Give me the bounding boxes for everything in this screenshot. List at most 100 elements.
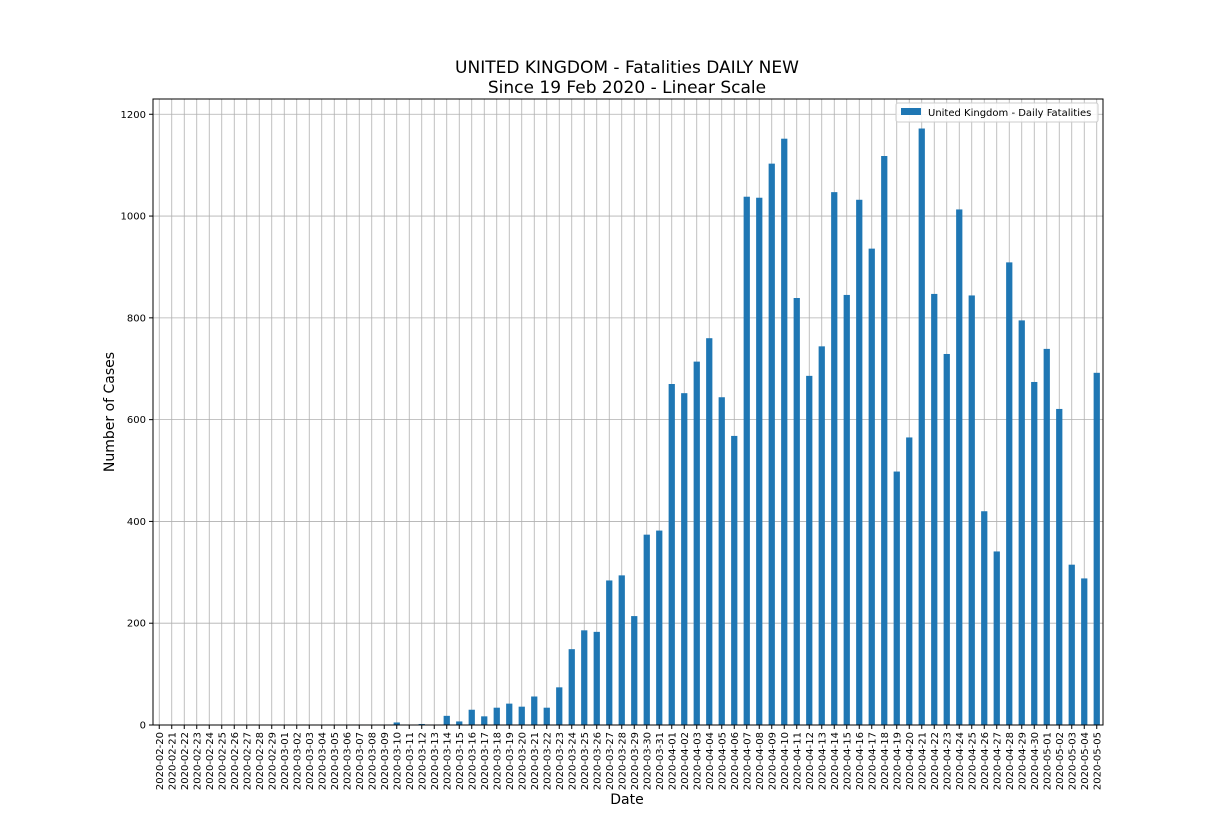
x-tick-label: 2020-03-07 <box>355 732 366 790</box>
x-tick-label: 2020-04-08 <box>755 732 766 790</box>
x-tick-label: 2020-03-09 <box>380 732 391 790</box>
x-axis-label: Date <box>610 792 643 808</box>
x-tick-label: 2020-04-25 <box>967 732 978 790</box>
x-tick-label: 2020-04-06 <box>730 732 741 790</box>
x-tick-label: 2020-04-05 <box>717 732 728 790</box>
x-tick-label: 2020-03-23 <box>555 732 566 790</box>
y-tick-label: 600 <box>127 415 146 426</box>
bar <box>718 397 725 725</box>
bar <box>1043 348 1050 725</box>
y-tick-label: 800 <box>127 313 146 324</box>
y-tick-label: 200 <box>127 619 146 630</box>
x-tick-label: 2020-04-27 <box>992 732 1003 790</box>
bar <box>606 580 613 725</box>
x-tick-label: 2020-03-05 <box>330 732 341 790</box>
y-axis-label: Number of Cases <box>102 352 118 472</box>
grid <box>153 99 1103 726</box>
x-tick-label: 2020-03-12 <box>417 732 428 790</box>
bar <box>943 353 950 725</box>
bar <box>1056 408 1063 725</box>
bar <box>781 138 788 725</box>
bar <box>968 295 975 725</box>
bar <box>743 196 750 726</box>
bar <box>893 471 900 725</box>
plot-frame <box>152 98 1104 726</box>
x-tick-label: 2020-04-30 <box>1030 732 1041 790</box>
bar <box>543 707 550 725</box>
x-tick-label: 2020-04-02 <box>680 732 691 790</box>
x-tick-label: 2020-02-22 <box>180 732 191 790</box>
x-tick-label: 2020-03-15 <box>455 732 466 790</box>
bar <box>506 703 513 725</box>
bar <box>531 696 538 725</box>
x-tick-label: 2020-04-04 <box>705 732 716 790</box>
x-tick-label: 2020-02-28 <box>255 732 266 790</box>
bar <box>1006 262 1013 725</box>
bar <box>681 393 688 725</box>
x-tick-label: 2020-04-20 <box>905 732 916 790</box>
bar <box>643 534 650 725</box>
bar <box>481 716 488 725</box>
x-tick-label: 2020-03-26 <box>592 732 603 790</box>
legend-label: United Kingdom - Daily Fatalities <box>928 108 1091 119</box>
x-tick-label: 2020-03-17 <box>480 732 491 790</box>
x-tick-label: 2020-03-22 <box>542 732 553 790</box>
x-tick-label: 2020-03-11 <box>405 732 416 790</box>
x-tick-label: 2020-03-27 <box>605 732 616 790</box>
x-tick-label: 2020-02-25 <box>217 732 228 790</box>
x-tick-label: 2020-04-28 <box>1005 732 1016 790</box>
x-tick-label: 2020-02-21 <box>167 732 178 790</box>
bar <box>631 616 638 725</box>
bar <box>706 338 713 725</box>
x-tick-label: 2020-03-08 <box>367 732 378 790</box>
x-tick-label: 2020-04-13 <box>817 732 828 790</box>
x-tick-label: 2020-04-11 <box>792 732 803 790</box>
x-tick-label: 2020-02-20 <box>155 732 166 790</box>
x-tick-label: 2020-02-29 <box>267 732 278 790</box>
bar <box>1068 564 1075 725</box>
bar <box>731 435 738 725</box>
x-tick-label: 2020-04-16 <box>855 732 866 790</box>
x-tick-label: 2020-04-29 <box>1017 732 1028 790</box>
y-tick-label: 400 <box>127 517 146 528</box>
x-tick-label: 2020-04-09 <box>767 732 778 790</box>
x-tick-label: 2020-03-30 <box>642 732 653 790</box>
chart-title: UNITED KINGDOM - Fatalities DAILY NEW <box>455 58 799 78</box>
legend-swatch <box>901 108 921 115</box>
bar <box>793 297 800 725</box>
x-tick-label: 2020-04-01 <box>667 732 678 790</box>
bar <box>818 346 825 725</box>
bar <box>956 209 963 725</box>
legend-box <box>895 102 1099 123</box>
bar <box>993 551 1000 725</box>
bar <box>868 248 875 725</box>
x-tick-label: 2020-04-03 <box>692 732 703 790</box>
bar <box>1093 372 1100 725</box>
bar <box>831 192 838 725</box>
x-tick-label: 2020-04-17 <box>867 732 878 790</box>
bar <box>806 375 813 725</box>
bar <box>593 631 600 725</box>
x-tick-label: 2020-04-15 <box>842 732 853 790</box>
bar <box>843 294 850 725</box>
bar <box>1031 381 1038 725</box>
x-tick-label: 2020-02-27 <box>242 732 253 790</box>
y-tick-label: 1000 <box>121 212 146 223</box>
bar <box>668 384 675 725</box>
bar <box>768 163 775 726</box>
x-tick-label: 2020-05-02 <box>1055 732 1066 790</box>
x-tick-label: 2020-03-18 <box>492 732 503 790</box>
bar <box>393 722 400 725</box>
x-tick-label: 2020-03-21 <box>530 732 541 790</box>
x-tick-label: 2020-05-04 <box>1080 732 1091 790</box>
x-tick-label: 2020-04-07 <box>742 732 753 790</box>
bar <box>693 361 700 725</box>
x-tick-label: 2020-03-14 <box>442 732 453 790</box>
x-tick-label: 2020-04-19 <box>892 732 903 790</box>
x-tick-label: 2020-03-10 <box>392 732 403 790</box>
bar <box>906 437 913 725</box>
bar <box>556 687 563 725</box>
x-tick-label: 2020-03-01 <box>280 732 291 790</box>
bar <box>456 721 463 725</box>
x-tick-label: 2020-05-03 <box>1067 732 1078 790</box>
